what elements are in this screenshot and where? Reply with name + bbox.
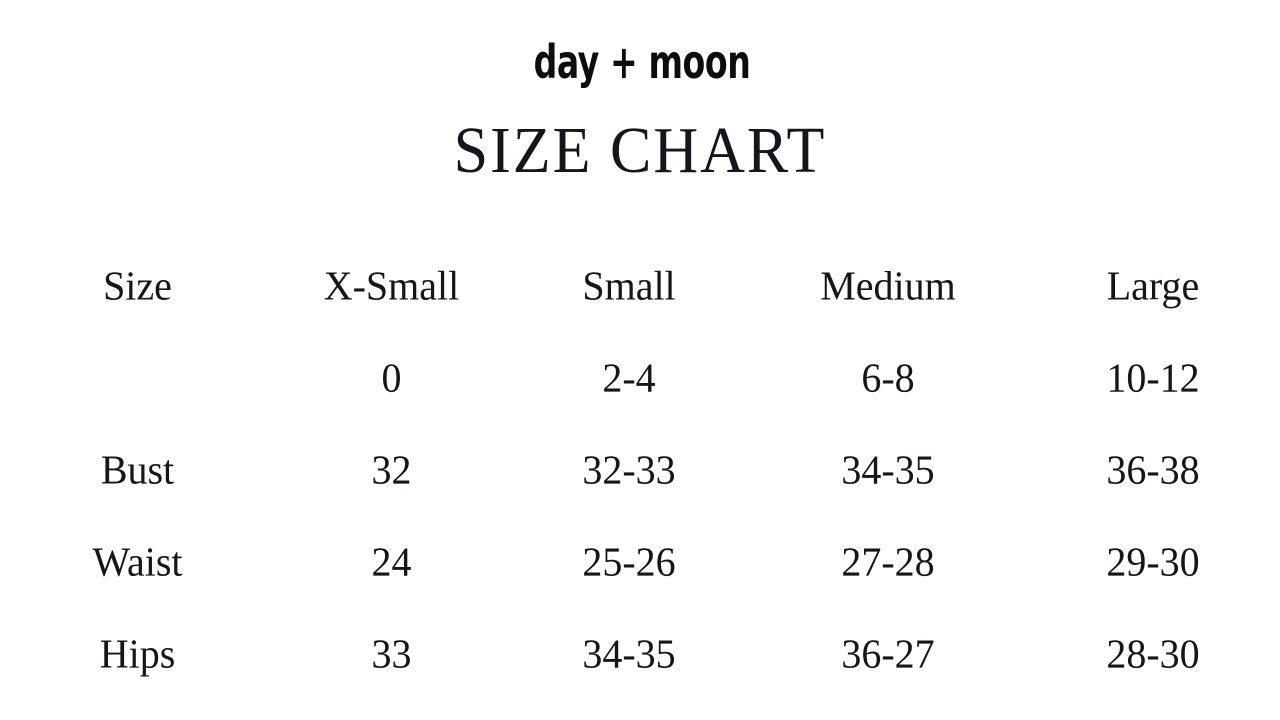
- cell-bust-large: 36-38: [1106, 446, 1200, 493]
- cell-waist-xsmall: 24: [371, 538, 412, 585]
- cell-waist-large: 29-30: [1106, 538, 1200, 585]
- cell-hips-medium: 36-27: [841, 630, 935, 677]
- column-header-medium: Medium: [820, 262, 956, 309]
- table-row: 0 2-4 6-8 10-12: [0, 332, 1280, 424]
- column-header-large: Large: [1106, 262, 1200, 309]
- cell-bust-small: 32-33: [582, 446, 676, 493]
- cell-waist-medium: 27-28: [841, 538, 935, 585]
- page-title-text: SIZE CHART: [453, 114, 827, 188]
- cell-hips-small: 34-35: [582, 630, 676, 677]
- row-label-bust: Bust: [100, 446, 175, 493]
- row-label-numeric: [0, 332, 275, 424]
- table-row: Hips 33 34-35 36-27 28-30: [0, 608, 1280, 700]
- cell-bust-medium: 34-35: [841, 446, 935, 493]
- cell-hips-xsmall: 33: [371, 630, 412, 677]
- size-chart-table: Size X-Small Small Medium Large 0 2-4 6-…: [0, 240, 1280, 700]
- table-header-row: Size X-Small Small Medium Large: [0, 240, 1280, 332]
- table-row: Bust 32 32-33 34-35 36-38: [0, 424, 1280, 516]
- brand-name: day + moon: [533, 35, 751, 89]
- cell-numeric-small: 2-4: [602, 354, 656, 401]
- cell-waist-small: 25-26: [582, 538, 676, 585]
- cell-numeric-medium: 6-8: [861, 354, 915, 401]
- column-header-small: Small: [582, 262, 676, 309]
- column-header-xsmall: X-Small: [323, 262, 460, 309]
- column-header-size: Size: [103, 262, 172, 309]
- cell-numeric-large: 10-12: [1106, 354, 1200, 401]
- row-label-hips: Hips: [99, 630, 176, 677]
- cell-bust-xsmall: 32: [371, 446, 412, 493]
- brand-logo: day + moon: [130, 34, 1154, 90]
- table-row: Waist 24 25-26 27-28 29-30: [0, 516, 1280, 608]
- page-title: SIZE CHART: [0, 112, 1280, 190]
- cell-hips-large: 28-30: [1106, 630, 1200, 677]
- cell-numeric-xsmall: 0: [381, 354, 402, 401]
- row-label-waist: Waist: [92, 538, 183, 585]
